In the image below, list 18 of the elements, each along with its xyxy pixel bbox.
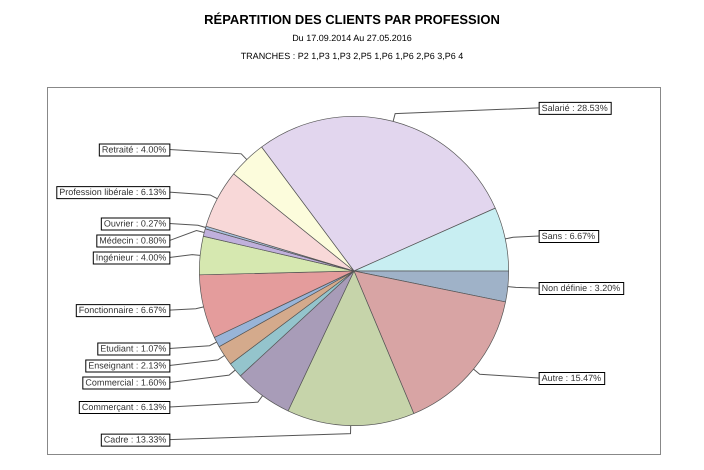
slice-label: Ouvrier : 0.27%	[104, 218, 166, 229]
slice-label: Salarié : 28.53%	[542, 102, 608, 113]
slice-label: Enseignant : 2.13%	[88, 360, 166, 370]
chart-subtitle: Du 17.09.2014 Au 27.05.2016	[291, 33, 413, 43]
slice-label: Commercial : 1.60%	[85, 377, 166, 388]
slice-label: Retraité : 4.00%	[102, 144, 166, 154]
chart-title: RÉPARTITION DES CLIENTS PAR PROFESSION	[203, 12, 501, 27]
slice-label: Fonctionnaire : 6.67%	[78, 305, 166, 316]
slice-label: Médecin : 0.80%	[99, 236, 166, 246]
slice-label: Ingénieur : 4.00%	[96, 252, 166, 263]
slice-label: Etudiant : 1.07%	[100, 343, 166, 354]
slice-label: Non définie : 3.20%	[542, 282, 620, 293]
slice-label: Sans : 6.67%	[542, 230, 596, 241]
slice-label: Cadre : 13.33%	[104, 434, 166, 445]
text: TRANCHES : P2 1,P3 1,P3 2,P5 1,P6 1,P6 2,P6 3,P6 4	[240, 51, 464, 61]
slice-label: Profession libérale : 6.13%	[59, 187, 166, 198]
slice-label: Autre : 15.47%	[542, 373, 602, 383]
slice-label: Commerçant : 6.13%	[82, 402, 166, 412]
